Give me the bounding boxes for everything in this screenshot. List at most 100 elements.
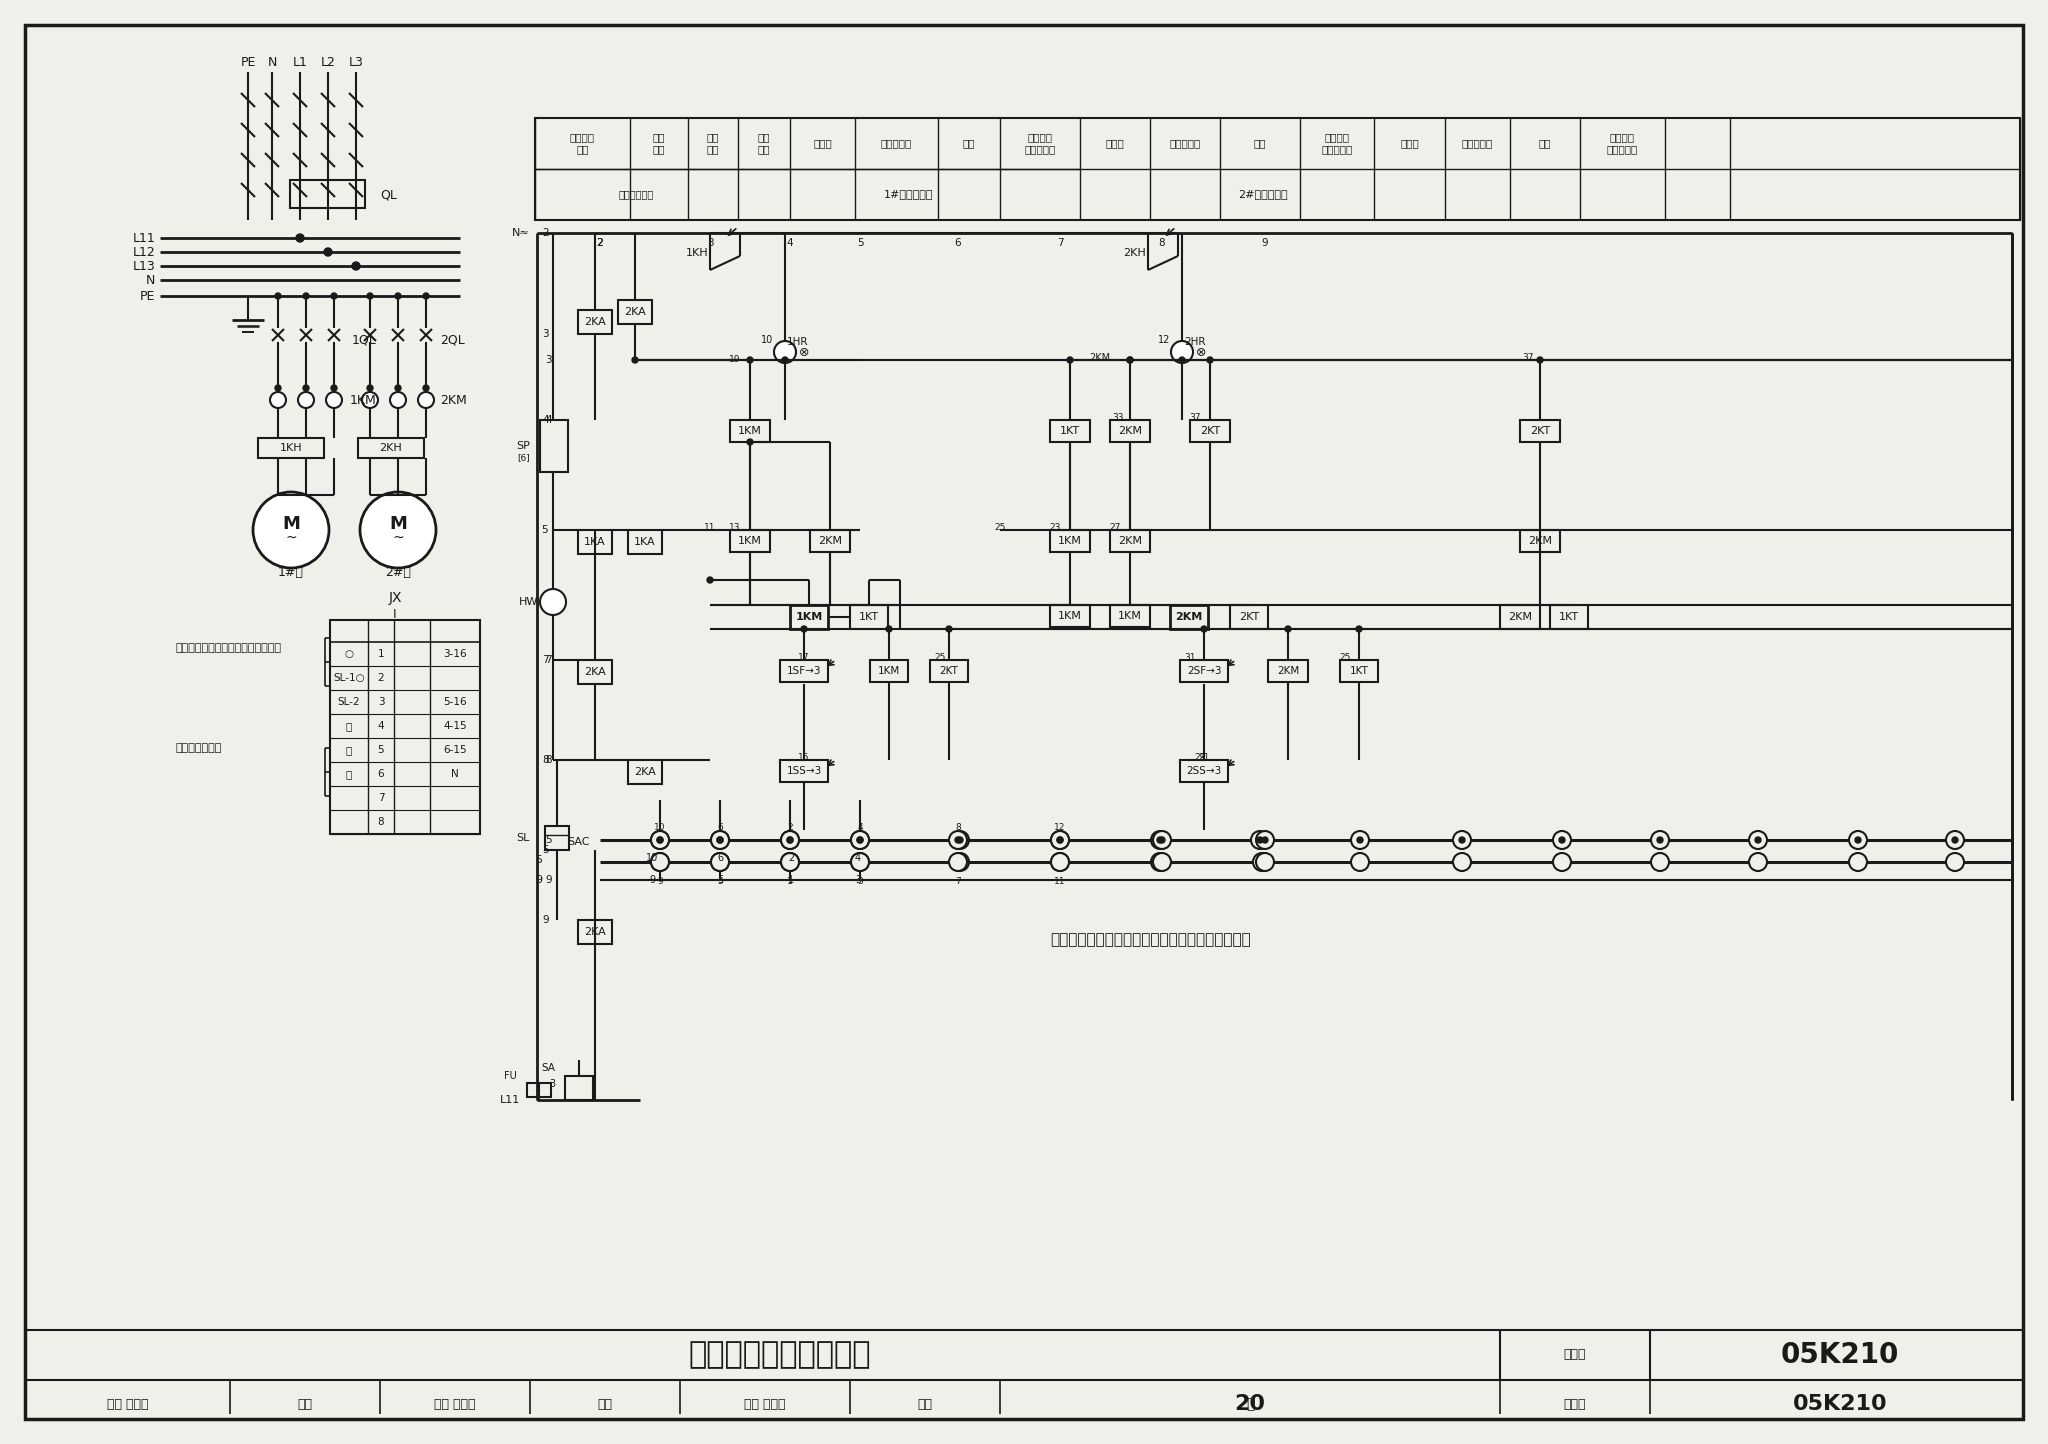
Circle shape	[946, 627, 952, 632]
Text: 10: 10	[645, 853, 657, 864]
Circle shape	[1180, 357, 1186, 362]
Text: L3: L3	[348, 55, 362, 68]
Text: 25: 25	[995, 524, 1006, 533]
Text: 4: 4	[854, 853, 860, 864]
Circle shape	[780, 830, 799, 849]
Text: 4: 4	[543, 414, 549, 425]
Text: 2: 2	[788, 853, 795, 864]
Circle shape	[297, 234, 303, 243]
Text: 1KM: 1KM	[737, 536, 762, 546]
Text: 11: 11	[705, 524, 715, 533]
Text: 33: 33	[1112, 413, 1124, 423]
Bar	[618, 300, 651, 323]
Circle shape	[1849, 853, 1868, 871]
Circle shape	[389, 391, 406, 409]
Text: 5: 5	[856, 238, 864, 248]
Circle shape	[332, 386, 338, 391]
Circle shape	[1051, 830, 1069, 849]
Text: 自锁: 自锁	[963, 139, 975, 147]
Text: 2KH: 2KH	[1122, 248, 1147, 258]
Text: 1KM: 1KM	[879, 666, 901, 676]
Text: 10: 10	[653, 823, 666, 833]
Text: 图集号: 图集号	[1565, 1349, 1587, 1362]
Text: 1KT: 1KT	[1061, 426, 1079, 436]
Circle shape	[780, 853, 799, 871]
Circle shape	[711, 830, 729, 849]
Circle shape	[1651, 853, 1669, 871]
Circle shape	[1749, 853, 1767, 871]
Circle shape	[1946, 830, 1964, 849]
Circle shape	[274, 293, 281, 299]
Text: 1QL: 1QL	[352, 334, 377, 347]
Circle shape	[1849, 830, 1868, 849]
Text: 2KM: 2KM	[1118, 426, 1143, 436]
Text: 签名: 签名	[918, 1398, 932, 1411]
Circle shape	[1153, 830, 1171, 849]
Text: 2KT: 2KT	[1530, 426, 1550, 436]
Text: 6: 6	[377, 770, 385, 778]
Circle shape	[1257, 838, 1264, 843]
Text: 1SF→3: 1SF→3	[786, 666, 821, 676]
Text: 29: 29	[1194, 754, 1206, 762]
Text: 6-15: 6-15	[442, 745, 467, 755]
Circle shape	[1552, 853, 1571, 871]
Text: 中: 中	[346, 770, 352, 778]
Text: 接液位信号器（无特殊要求时封死）: 接液位信号器（无特殊要求时封死）	[174, 643, 281, 653]
Text: 7: 7	[1057, 238, 1063, 248]
Circle shape	[782, 357, 788, 362]
Text: 4: 4	[377, 721, 385, 731]
Text: 1KM: 1KM	[1118, 611, 1143, 621]
Text: 9: 9	[543, 915, 549, 926]
Text: 自锁: 自锁	[1253, 139, 1266, 147]
Circle shape	[1657, 838, 1663, 843]
Text: 2: 2	[377, 673, 385, 683]
Text: 自锁: 自锁	[1538, 139, 1550, 147]
Text: 9: 9	[1262, 238, 1268, 248]
Text: M: M	[283, 516, 299, 533]
Text: 1KM: 1KM	[350, 394, 377, 407]
Text: 2: 2	[786, 823, 793, 833]
Circle shape	[1057, 838, 1063, 843]
Circle shape	[633, 357, 639, 362]
Text: 5: 5	[543, 845, 549, 855]
Circle shape	[1559, 838, 1565, 843]
Text: 7: 7	[545, 656, 551, 666]
Text: 气压罐定压电气原理图: 气压罐定压电气原理图	[688, 1340, 870, 1369]
Circle shape	[748, 357, 754, 362]
Circle shape	[1262, 838, 1268, 843]
Circle shape	[1255, 830, 1274, 849]
Text: 运行指示灯: 运行指示灯	[1169, 139, 1200, 147]
Text: 4: 4	[545, 414, 551, 425]
Bar	[930, 660, 969, 682]
Text: 2KA: 2KA	[584, 318, 606, 326]
Text: 4: 4	[858, 823, 862, 833]
Circle shape	[1051, 830, 1069, 849]
Circle shape	[360, 492, 436, 567]
Text: 5-16: 5-16	[442, 697, 467, 708]
Circle shape	[956, 838, 963, 843]
Text: 1KH: 1KH	[281, 443, 303, 453]
Text: 3: 3	[854, 875, 860, 885]
Text: SA: SA	[541, 1063, 555, 1073]
Text: L2: L2	[322, 55, 336, 68]
Circle shape	[1251, 830, 1270, 849]
Text: N≈: N≈	[512, 228, 530, 238]
Text: 20: 20	[1235, 1393, 1266, 1414]
Bar	[578, 530, 612, 554]
Text: 1: 1	[786, 878, 793, 887]
Text: 低: 低	[346, 745, 352, 755]
Text: 1KM: 1KM	[1059, 536, 1081, 546]
Text: N: N	[451, 770, 459, 778]
Text: 接电接点压力表: 接电接点压力表	[174, 744, 221, 752]
Text: 5: 5	[717, 875, 723, 885]
Text: 2KM: 2KM	[1118, 536, 1143, 546]
Circle shape	[780, 830, 799, 849]
Text: 页: 页	[1245, 1396, 1253, 1411]
Circle shape	[950, 853, 969, 871]
Circle shape	[1358, 838, 1364, 843]
Bar	[780, 760, 827, 783]
Circle shape	[780, 853, 799, 871]
Circle shape	[1200, 627, 1206, 632]
Circle shape	[948, 830, 967, 849]
Circle shape	[786, 838, 793, 843]
